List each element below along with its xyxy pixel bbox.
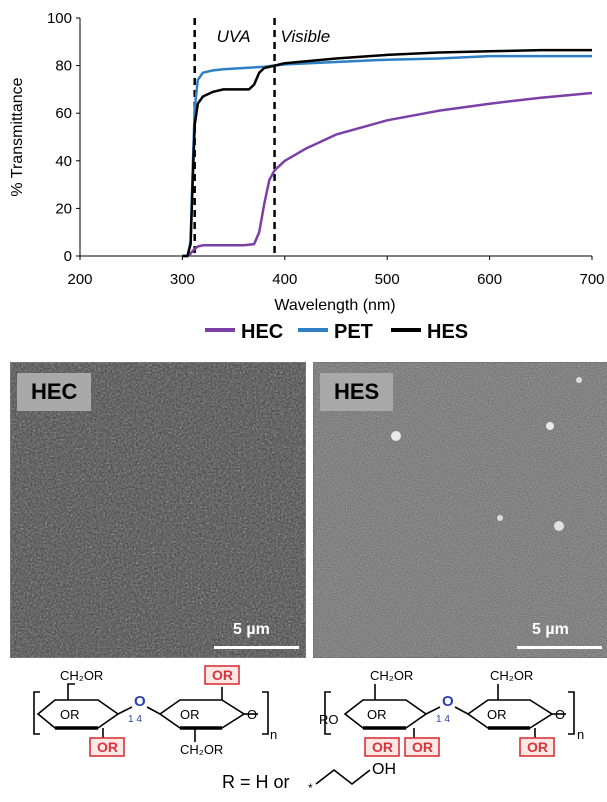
series-line-hec — [182, 91, 593, 258]
hec-or-box-top — [204, 665, 240, 685]
series-line-hes — [182, 48, 592, 258]
chart-series — [182, 48, 593, 258]
x-tick-label: 500 — [375, 271, 400, 288]
hec-or-right: OR — [180, 707, 200, 722]
hec-ch2or-bottom: CH₂OR — [180, 742, 223, 757]
chart-legend: HEC PET HES — [205, 321, 468, 340]
hec-link-nums: 1 4 — [128, 714, 142, 725]
micrograph-label: HEC — [17, 373, 92, 411]
hes-link-nums: 1 4 — [436, 714, 450, 725]
hes-or-boxed-1: OR — [372, 739, 393, 755]
hec-texture — [11, 363, 305, 657]
hes-n: n — [577, 727, 584, 742]
scale-bar-label: 5 µm — [532, 621, 569, 638]
x-tick-label: 300 — [170, 271, 195, 288]
hes-ch2or-left: CH₂OR — [370, 668, 413, 683]
y-tick-label: 0 — [64, 248, 72, 265]
legend-label-pet: PET — [334, 321, 373, 340]
hec-ch2or-top: CH₂OR — [60, 668, 103, 683]
x-tick-label: 700 — [579, 271, 604, 288]
micrograph-hes: HES 5 µm — [313, 362, 607, 658]
x-tick-label: 600 — [477, 271, 502, 288]
y-tick-label: 20 — [55, 200, 72, 217]
r-oh: OH — [372, 761, 396, 778]
hec-link-o: O — [134, 693, 146, 710]
hec-or-bottom: OR — [97, 739, 118, 755]
hes-ch2or-right: CH₂OR — [490, 668, 533, 683]
hes-link-o: O — [442, 693, 454, 710]
hec-or-left: OR — [60, 707, 80, 722]
hes-texture — [314, 363, 607, 657]
r-definition: R = H or — [222, 772, 290, 792]
hes-or-box-1 — [364, 737, 400, 757]
hes-or-boxed-2: OR — [412, 739, 433, 755]
hes-or-left: OR — [367, 707, 387, 722]
y-tick-label: 60 — [55, 105, 72, 122]
x-axis-label: Wavelength (nm) — [274, 297, 395, 314]
micrograph-label: HES — [320, 373, 394, 411]
annotation-label: UVA — [217, 27, 251, 46]
hes-or-right: OR — [487, 707, 507, 722]
hec-or-box-bottom — [89, 737, 125, 757]
transmittance-chart: 0 20 40 60 80 100 200 300 400 500 600 700 UVA Visibl… — [9, 10, 605, 340]
y-tick-label: 100 — [47, 10, 72, 27]
hes-ring-o-right: O — [555, 707, 565, 722]
hes-or-boxed-3: OR — [527, 739, 548, 755]
hec-or-top: OR — [212, 667, 233, 683]
y-tick-label: 80 — [55, 58, 72, 75]
reference-lines — [193, 18, 276, 256]
scale-bar-label: 5 µm — [233, 621, 270, 638]
chart-ticks: 0 20 40 60 80 100 200 300 400 500 600 700 — [47, 10, 605, 288]
scale-bar — [517, 646, 602, 649]
hec-ring-o-right: O — [247, 707, 257, 722]
micrograph-hec: HEC 5 µm — [10, 362, 306, 658]
chart-annotations: UVA Visible — [217, 27, 331, 46]
legend-label-hec: HEC — [241, 321, 283, 340]
scale-bar — [214, 646, 299, 649]
annotation-label: Visible — [280, 27, 330, 46]
hes-ro: RO — [319, 712, 339, 727]
legend-label-hes: HES — [427, 321, 468, 340]
r-star: * — [308, 781, 313, 795]
x-tick-label: 200 — [67, 271, 92, 288]
hes-or-box-3 — [519, 737, 555, 757]
y-axis-label: % Transmittance — [9, 77, 26, 196]
hes-or-box-2 — [404, 737, 440, 757]
x-tick-label: 400 — [272, 271, 297, 288]
chemical-structures: CH₂OR OR OR OR O 1 4 OR CH₂OR O n CH₂OR … — [33, 665, 584, 795]
series-line-pet — [182, 54, 592, 258]
y-tick-label: 40 — [55, 153, 72, 170]
chart-axes — [79, 18, 592, 257]
hec-n: n — [270, 727, 277, 742]
